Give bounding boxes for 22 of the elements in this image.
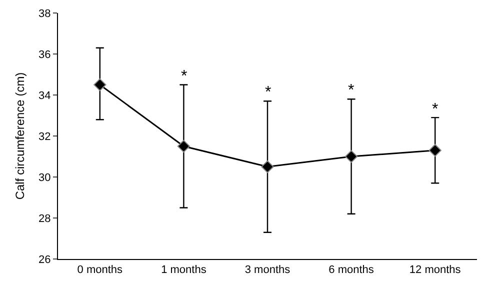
x-tick-label: 6 months <box>328 264 374 276</box>
point <box>428 144 442 157</box>
y-tick-label: 34 <box>38 90 51 102</box>
y-tick-label: 26 <box>38 254 51 266</box>
annotation: * <box>181 68 188 85</box>
annotation: * <box>432 101 438 118</box>
x-tick-label: 1 months <box>161 264 207 276</box>
x-tick-label: 0 months <box>77 264 124 276</box>
y-tick-label: 38 <box>38 8 51 20</box>
point <box>177 140 190 153</box>
point <box>94 78 106 92</box>
y-tick-label: 36 <box>38 48 51 61</box>
x-tick-label: 12 months <box>409 264 462 276</box>
y-tick-label: 30 <box>38 172 51 184</box>
point <box>261 160 274 174</box>
y-tick-label: 32 <box>38 130 51 143</box>
y-tick-label: 28 <box>38 212 51 225</box>
annotation: * <box>348 82 354 99</box>
y-axis-title: Calf circumference (cm) <box>13 72 27 200</box>
x-tick-label: 3 months <box>244 264 291 276</box>
annotation: * <box>265 84 272 101</box>
point <box>344 150 358 163</box>
